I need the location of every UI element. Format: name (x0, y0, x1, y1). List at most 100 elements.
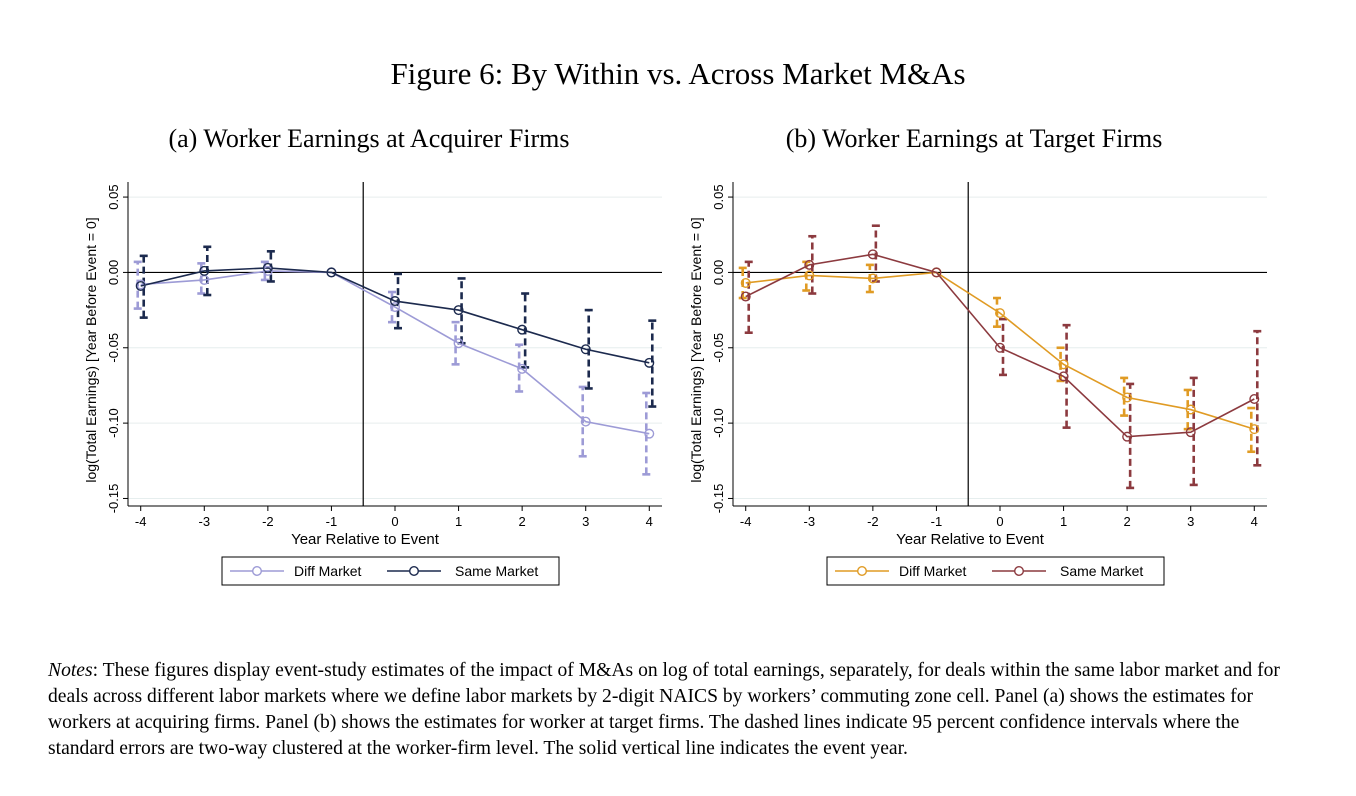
panel-b-x-tick-label: -4 (740, 514, 752, 529)
panel-a-ci-same (648, 319, 657, 408)
panel-b-x-tick-label: 3 (1187, 514, 1194, 529)
panel-b-series-line-diff (745, 271, 1255, 430)
panel-b-title: (b) Worker Earnings at Target Firms (785, 124, 1163, 153)
panel-b-ci-same (1253, 329, 1262, 467)
figure-notes: Notes: These figures display event-study… (48, 658, 1308, 762)
panel-b-point-diff (1185, 404, 1196, 415)
panel-a-title: (a) Worker Earnings at Acquirer Firms (168, 124, 570, 153)
panel-a-ci-diff (133, 260, 142, 310)
panel-b-point-diff (804, 270, 815, 281)
panel-b-legend-marker (1014, 566, 1025, 577)
panel-a-x-axis-label: Year Relative to Event (291, 531, 440, 548)
panel-a-ci-diff (388, 290, 396, 324)
panel-a-point-same (644, 357, 655, 368)
panel-a-x-tick-label: -3 (199, 514, 211, 529)
panel-a-ci-same (139, 254, 148, 319)
panel-a-point-same (326, 267, 337, 278)
panel-b-series-line-same (745, 253, 1255, 438)
panel-b-x-tick-label: 2 (1124, 514, 1131, 529)
panel-a-series-line-diff (140, 270, 650, 435)
panel-a-ci-diff (642, 391, 651, 476)
notes-text: : These figures display event-study esti… (48, 660, 1280, 759)
panel-b-point-same (995, 342, 1006, 353)
panel-b-x-tick-label: 1 (1060, 514, 1067, 529)
panel-b-point-same (931, 267, 942, 278)
panel-a-legend: Diff Market Same Market (221, 556, 560, 586)
panel-b-point-same (1185, 427, 1196, 438)
panel-b-x-axis-label: Year Relative to Event (896, 531, 1045, 548)
panel-a-point-diff (453, 338, 464, 349)
panel-a-x-tick-label: -1 (326, 514, 338, 529)
panel-a-x-tick-label: 2 (519, 514, 526, 529)
panel-b-y-tick-label: -0.15 (711, 484, 726, 514)
panel-b-point-same (1122, 431, 1133, 442)
panel-b-ci-same (1189, 376, 1198, 487)
panel-a-legend-label: Diff Market (294, 563, 362, 579)
panel-b-legend-marker (856, 566, 867, 577)
panel-b-ci-same (1062, 323, 1071, 429)
panel-a-point-diff (262, 265, 273, 276)
panel-b-point-same (804, 259, 815, 270)
panel-b-y-tick-label: 0.05 (711, 184, 726, 209)
panel-a-point-same (199, 265, 210, 276)
panel-b-point-diff (1122, 392, 1133, 403)
panel-a-x-tick-label: -2 (262, 514, 274, 529)
panel-a-y-tick-label: -0.10 (106, 408, 121, 438)
panel-a-x-tick-label: 0 (391, 514, 398, 529)
panel-b-ci-same (1126, 382, 1135, 490)
panel-b-legend: Diff Market Same Market (826, 556, 1165, 586)
chart-panel-b: -0.15 -0.10 -0.05 0.00 0.05 -4 -3 -2 -1 0 1 2 3 4 Year… (688, 182, 1267, 586)
panel-b-point-diff (1058, 359, 1069, 370)
panel-a-point-diff (517, 363, 528, 374)
chart-panel-a: -0.15 -0.10 -0.05 0.00 0.05 -4 -3 -2 -1 0 1 2 3 4 Year… (83, 182, 662, 586)
panel-a-y-axis-label: log(Total Earnings) [Year Before Event =… (83, 217, 99, 482)
notes-label: Notes (48, 660, 93, 681)
panel-a-legend-label: Same Market (455, 563, 538, 579)
panel-a-legend-marker (251, 566, 262, 577)
panel-a-ci-same (266, 250, 275, 283)
panel-b-point-diff (995, 308, 1006, 319)
panel-b-legend-label: Diff Market (899, 563, 967, 579)
panel-b-ci-same (744, 260, 753, 334)
panel-b-point-same (740, 291, 751, 302)
panel-a-point-diff (390, 302, 401, 313)
panel-b-y-tick-label: 0.00 (711, 260, 726, 285)
panel-a-series-line-same (140, 267, 650, 364)
panel-b-ci-diff (993, 296, 1001, 328)
panel-b-legend-label: Same Market (1060, 563, 1143, 579)
panel-b-point-diff (740, 277, 751, 288)
panel-a-point-diff (644, 428, 655, 439)
panel-a-ci-diff (451, 320, 460, 366)
panel-b-x-tick-label: -1 (931, 514, 943, 529)
panel-b-x-tick-label: -2 (867, 514, 879, 529)
panel-a-y-tick-label: 0.00 (106, 260, 121, 285)
panel-a-point-same (517, 324, 528, 335)
panel-b-point-diff (1249, 424, 1260, 435)
panel-a-x-tick-label: 3 (582, 514, 589, 529)
panel-a-point-same (580, 344, 591, 355)
panel-b-x-tick-label: -3 (804, 514, 816, 529)
panel-b-x-tick-label: 4 (1251, 514, 1258, 529)
panel-a-point-same (390, 296, 401, 307)
panel-b-y-tick-label: -0.10 (711, 408, 726, 438)
panel-b-x-tick-label: 0 (996, 514, 1003, 529)
panel-a-y-tick-label: -0.15 (106, 484, 121, 514)
panel-a-x-tick-label: 1 (455, 514, 462, 529)
panel-a-point-same (453, 305, 464, 316)
panel-a-ci-diff (578, 385, 587, 458)
panel-a-x-tick-label: -4 (135, 514, 147, 529)
panel-a-y-tick-label: -0.05 (106, 333, 121, 363)
panel-a-point-same (262, 262, 273, 273)
panel-b-ci-same (999, 317, 1007, 377)
panel-a-legend-marker (409, 566, 420, 577)
panel-b-point-same (1249, 394, 1260, 405)
panel-b-point-same (867, 249, 878, 260)
panel-a-point-same (135, 280, 146, 291)
panel-b-point-same (1058, 371, 1069, 382)
panel-a-point-diff (580, 416, 591, 427)
panel-b-ci-diff (1120, 376, 1129, 417)
panel-b-y-axis-label: log(Total Earnings) [Year Before Event =… (688, 217, 704, 482)
panel-a-x-tick-label: 4 (646, 514, 653, 529)
figure-title: Figure 6: By Within vs. Across Market M&… (390, 56, 966, 91)
panel-a-y-tick-label: 0.05 (106, 184, 121, 209)
